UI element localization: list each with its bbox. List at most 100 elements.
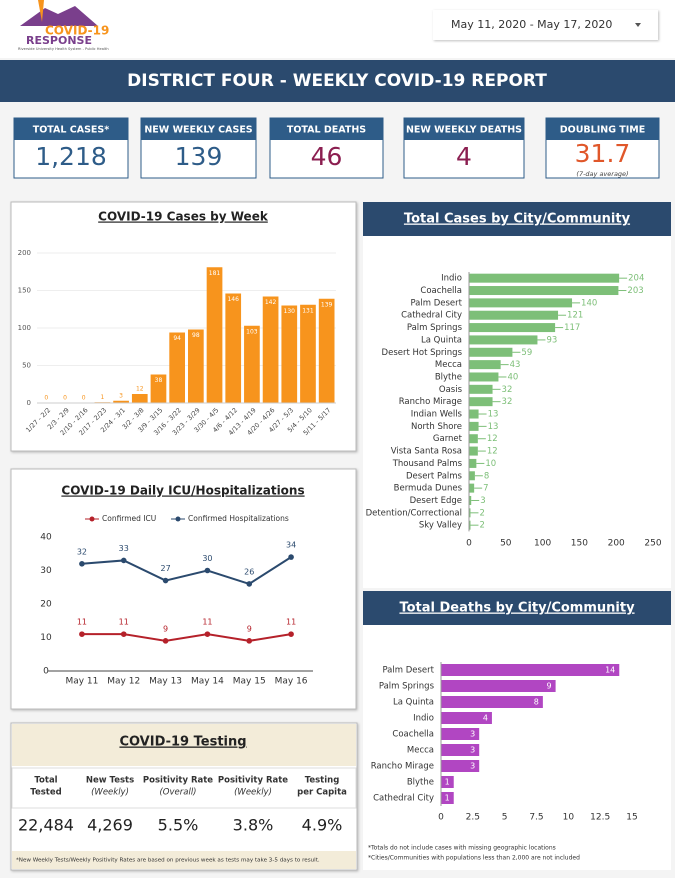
data-label: 40 xyxy=(507,372,518,382)
point xyxy=(79,561,85,567)
data-label: 12 xyxy=(487,447,498,457)
y-tick-label: Desert Edge xyxy=(410,496,462,506)
column-sub: per Capita xyxy=(297,788,347,798)
x-tick-label: 15 xyxy=(626,813,637,823)
date-picker[interactable]: May 11, 2020 - May 17, 2020 xyxy=(433,10,658,40)
data-label: 8 xyxy=(484,471,489,481)
bar xyxy=(469,372,499,382)
date-range[interactable]: May 11, 2020 - May 17, 2020 xyxy=(451,18,612,31)
y-tick-label: Vista Santa Rosa xyxy=(391,447,462,457)
data-label: 59 xyxy=(521,348,532,358)
series-line xyxy=(81,556,292,585)
legend-label: Confirmed ICU xyxy=(102,514,156,523)
kpi-label: DOUBLING TIME xyxy=(560,125,646,136)
bar xyxy=(169,332,186,403)
data-label: 4 xyxy=(483,714,488,723)
kpi-value: 31.7 xyxy=(575,139,631,168)
bar xyxy=(441,776,454,788)
data-label: 26 xyxy=(244,567,254,576)
kpi-value: 139 xyxy=(175,142,223,171)
bar xyxy=(131,394,148,403)
column-sub: (Overall) xyxy=(159,788,196,798)
logo-ray xyxy=(38,0,44,22)
x-tick-label: May 14 xyxy=(191,677,224,687)
bar xyxy=(441,680,556,692)
point xyxy=(79,631,85,637)
data-label: 3 xyxy=(470,762,475,771)
kpi-label: NEW WEEKLY DEATHS xyxy=(406,125,522,136)
kpi-value: 46 xyxy=(311,142,343,171)
data-label: 27 xyxy=(160,564,170,573)
logo-line2: RESPONSE xyxy=(26,34,92,47)
chart-title: Total Deaths by City/Community xyxy=(399,601,635,616)
y-tick-label: 30 xyxy=(40,566,52,576)
y-tick-label: 0 xyxy=(27,399,31,407)
column-sub: Tested xyxy=(30,788,61,798)
bar xyxy=(441,744,480,756)
bar xyxy=(469,483,475,493)
data-label: 0 xyxy=(44,395,48,402)
data-label: 33 xyxy=(119,544,129,553)
data-label: 0 xyxy=(82,395,86,402)
kpi-label: TOTAL DEATHS xyxy=(287,125,366,136)
title-band xyxy=(363,591,671,625)
data-label: 11 xyxy=(119,618,129,627)
data-label: 140 xyxy=(581,298,597,308)
point xyxy=(162,577,169,584)
data-label: 121 xyxy=(567,311,583,321)
data-label: 142 xyxy=(265,299,277,306)
y-tick-label: North Shore xyxy=(411,422,462,432)
y-tick-label: Indio xyxy=(413,714,434,724)
data-label: 203 xyxy=(627,286,643,296)
x-tick-label: 200 xyxy=(608,539,625,549)
bar xyxy=(262,296,279,403)
bar xyxy=(469,310,559,320)
data-label: 43 xyxy=(510,360,521,370)
date-box[interactable] xyxy=(433,10,658,40)
dropdown-caret[interactable] xyxy=(635,23,641,27)
note-band xyxy=(12,851,356,869)
y-tick-label: Rancho Mirage xyxy=(399,397,462,407)
y-tick-label: 20 xyxy=(40,600,52,610)
y-tick-label: Palm Springs xyxy=(379,682,435,692)
kpi-value: 1,218 xyxy=(35,142,107,171)
data-label: 2 xyxy=(479,521,484,531)
column-label: New Tests xyxy=(86,776,134,786)
y-tick-label: Cathedral City xyxy=(373,794,434,804)
chart-title: Total Cases by City/Community xyxy=(404,212,631,227)
y-tick-label: Coachella xyxy=(392,730,434,740)
footnote: *Totals do not include cases with missin… xyxy=(368,845,556,852)
chart-title: COVID-19 Daily ICU/Hospitalizations xyxy=(61,484,304,498)
data-label: 3 xyxy=(470,730,475,739)
data-label: 8 xyxy=(534,698,539,707)
bar xyxy=(469,286,619,296)
y-tick-label: Coachella xyxy=(420,286,462,296)
data-label: 32 xyxy=(502,397,513,407)
x-tick-label: 7.5 xyxy=(529,813,543,823)
y-tick-label: 50 xyxy=(22,362,31,370)
x-tick-label: 2.5 xyxy=(466,813,480,823)
x-tick-label: 0 xyxy=(438,813,444,823)
data-label: 181 xyxy=(209,270,221,277)
column-value: 4,269 xyxy=(87,816,133,835)
column-label: Positivity Rate xyxy=(143,776,213,786)
kpi-header xyxy=(141,118,256,140)
x-tick-label: 50 xyxy=(500,539,512,549)
kpi-sub: (7-day average) xyxy=(576,170,628,178)
data-label: 9 xyxy=(163,624,168,633)
kpi-header xyxy=(404,118,524,140)
kpi-header xyxy=(270,118,383,140)
point xyxy=(246,581,253,587)
bar xyxy=(469,471,475,481)
point xyxy=(120,557,127,564)
report-title: DISTRICT FOUR - WEEKLY COVID-19 REPORT xyxy=(127,71,547,91)
bar xyxy=(225,293,242,403)
bar xyxy=(318,298,335,403)
bar xyxy=(441,712,492,724)
y-tick-label: Oasis xyxy=(439,385,463,395)
x-tick-label: May 12 xyxy=(107,677,140,687)
point xyxy=(288,554,294,560)
data-label: 2 xyxy=(479,508,484,518)
x-tick-label: May 15 xyxy=(233,677,266,687)
